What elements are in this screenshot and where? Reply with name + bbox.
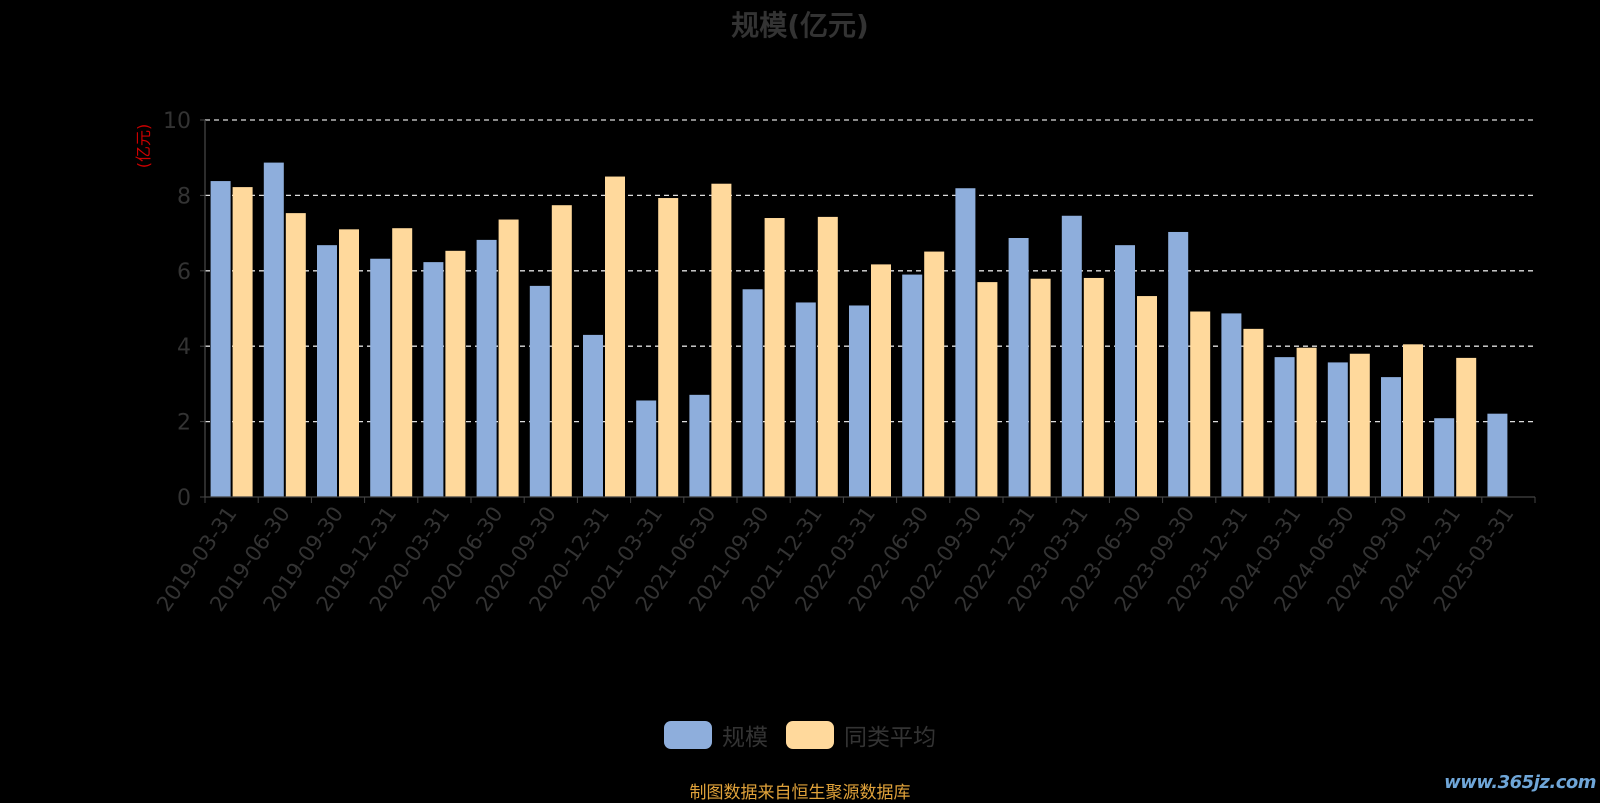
- bar-scale[interactable]: [317, 245, 337, 497]
- bar-peer-average[interactable]: [924, 251, 945, 497]
- bar-peer-average[interactable]: [1403, 344, 1423, 497]
- bar-scale[interactable]: [1061, 215, 1082, 497]
- bar-scale[interactable]: [529, 285, 550, 497]
- bar-scale[interactable]: [795, 302, 816, 497]
- bar-peer-average[interactable]: [605, 176, 625, 498]
- bar-peer-average[interactable]: [1083, 277, 1104, 497]
- legend-item-series2[interactable]: 同类平均: [786, 718, 936, 752]
- bar-peer-average[interactable]: [1190, 311, 1211, 497]
- legend-label-series1: 规模: [722, 725, 768, 751]
- bar-peer-average[interactable]: [551, 205, 572, 497]
- bar-peer-average[interactable]: [977, 282, 998, 497]
- bar-scale[interactable]: [1221, 313, 1242, 497]
- legend-item-series1[interactable]: 规模: [664, 718, 768, 752]
- bar-peer-average[interactable]: [1349, 353, 1370, 497]
- bar-peer-average[interactable]: [817, 216, 838, 497]
- bar-scale[interactable]: [370, 258, 391, 497]
- legend: 规模 同类平均: [0, 718, 1600, 752]
- bar-peer-average[interactable]: [392, 228, 413, 497]
- bar-peer-average[interactable]: [1243, 328, 1264, 497]
- legend-label-series2: 同类平均: [844, 725, 936, 751]
- legend-swatch-series2: [786, 721, 834, 749]
- bar-scale[interactable]: [1168, 231, 1189, 497]
- bar-scale[interactable]: [210, 181, 231, 497]
- bar-peer-average[interactable]: [339, 229, 359, 497]
- bar-scale[interactable]: [1487, 413, 1508, 497]
- bar-peer-average[interactable]: [232, 187, 253, 497]
- bar-scale[interactable]: [902, 274, 923, 497]
- bar-scale[interactable]: [476, 239, 497, 498]
- bar-peer-average[interactable]: [764, 218, 785, 497]
- bar-peer-average[interactable]: [871, 264, 891, 497]
- y-tick-label: 10: [163, 109, 191, 134]
- bar-scale[interactable]: [1434, 418, 1455, 497]
- y-axis-label: (亿元): [134, 124, 153, 169]
- bar-scale[interactable]: [1327, 362, 1348, 497]
- chart-title: 规模(亿元): [731, 9, 869, 42]
- bar-scale[interactable]: [583, 334, 603, 497]
- bar-peer-average[interactable]: [1137, 296, 1157, 497]
- bar-scale[interactable]: [955, 188, 976, 497]
- y-tick-label: 6: [177, 260, 191, 285]
- bar-peer-average[interactable]: [658, 198, 679, 497]
- bar-scale[interactable]: [636, 400, 657, 497]
- source-note: 制图数据来自恒生聚源数据库: [689, 783, 911, 803]
- y-tick-label: 8: [177, 184, 191, 209]
- bar-peer-average[interactable]: [1296, 347, 1317, 497]
- legend-swatch-series1: [664, 721, 712, 749]
- watermark: www.365jz.com: [1444, 772, 1596, 793]
- y-tick-label: 2: [177, 411, 191, 436]
- bar-scale[interactable]: [849, 305, 869, 497]
- bar-scale[interactable]: [742, 289, 763, 497]
- bar-scale[interactable]: [689, 394, 710, 497]
- bar-peer-average[interactable]: [445, 250, 466, 497]
- bar-peer-average[interactable]: [1030, 278, 1051, 497]
- bar-scale[interactable]: [423, 262, 444, 497]
- y-tick-label: 0: [177, 486, 191, 511]
- y-tick-label: 4: [177, 335, 191, 360]
- bar-peer-average[interactable]: [285, 213, 306, 497]
- bar-scale[interactable]: [263, 162, 284, 497]
- bar-scale[interactable]: [1381, 377, 1401, 497]
- bar-scale[interactable]: [1274, 357, 1295, 497]
- bar-peer-average[interactable]: [498, 219, 519, 497]
- bars: [210, 162, 1508, 498]
- bar-peer-average[interactable]: [711, 183, 732, 497]
- bar-peer-average[interactable]: [1456, 357, 1477, 497]
- bar-scale[interactable]: [1008, 238, 1029, 497]
- bar-scale[interactable]: [1115, 245, 1135, 497]
